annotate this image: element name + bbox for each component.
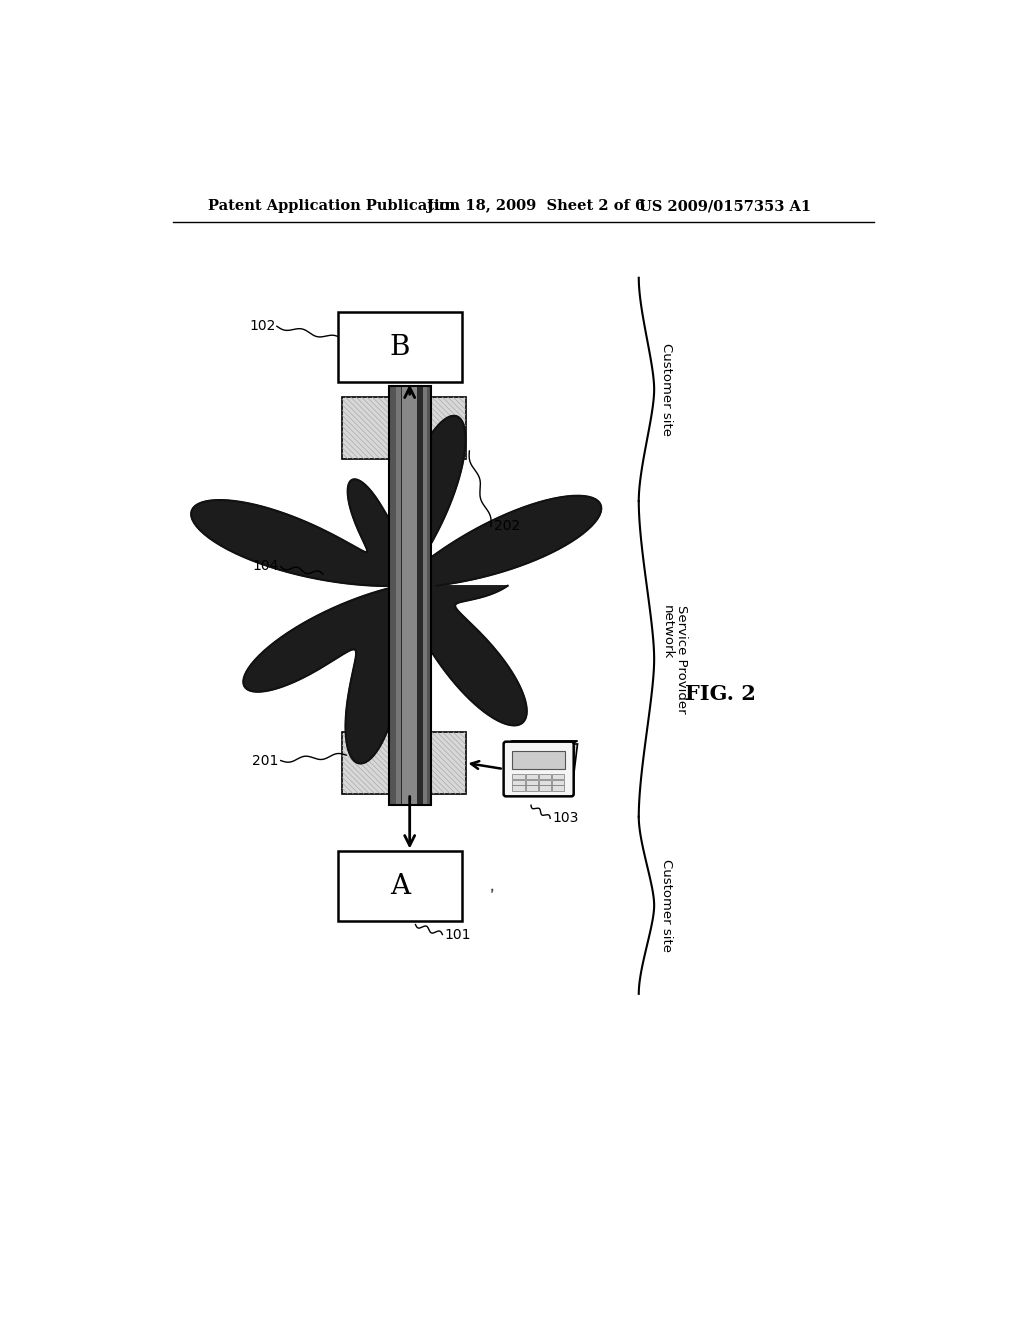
Text: Customer site: Customer site	[660, 859, 674, 952]
Bar	[539, 774, 551, 779]
Bar	[427, 385, 432, 805]
Bar	[539, 785, 551, 791]
Text: A: A	[390, 873, 411, 899]
Bar	[402, 385, 417, 805]
Text: ,: ,	[486, 876, 496, 895]
Text: 102: 102	[249, 319, 275, 333]
Bar	[512, 780, 525, 784]
Polygon shape	[191, 416, 601, 763]
Bar	[423, 385, 427, 805]
Bar	[339, 313, 462, 381]
Bar	[552, 774, 564, 779]
Bar	[388, 385, 431, 805]
Text: US 2009/0157353 A1: US 2009/0157353 A1	[639, 199, 811, 213]
Text: 201: 201	[252, 754, 279, 767]
Polygon shape	[506, 741, 578, 744]
Bar	[388, 385, 431, 805]
Text: Patent Application Publication: Patent Application Publication	[208, 199, 460, 213]
Text: FIG. 2: FIG. 2	[685, 684, 756, 704]
Text: 101: 101	[444, 928, 471, 941]
Bar	[339, 851, 462, 921]
Text: Jun. 18, 2009  Sheet 2 of 6: Jun. 18, 2009 Sheet 2 of 6	[427, 199, 645, 213]
Bar	[396, 385, 400, 805]
Bar	[539, 780, 551, 784]
FancyBboxPatch shape	[504, 742, 573, 796]
Polygon shape	[506, 744, 578, 795]
Text: B: B	[390, 334, 411, 360]
Text: Customer site: Customer site	[660, 343, 674, 436]
Text: 202: 202	[494, 520, 520, 533]
Text: Service Provider
network: Service Provider network	[660, 605, 688, 713]
Bar	[342, 733, 466, 793]
Bar	[512, 751, 565, 770]
Bar	[552, 785, 564, 791]
Bar	[525, 785, 538, 791]
Bar	[525, 780, 538, 784]
Text: 103: 103	[553, 812, 579, 825]
Bar	[342, 397, 466, 459]
Bar	[525, 774, 538, 779]
Bar	[512, 774, 525, 779]
Bar	[512, 785, 525, 791]
Text: 104: 104	[252, 560, 279, 573]
Bar	[390, 385, 396, 805]
Bar	[552, 780, 564, 784]
